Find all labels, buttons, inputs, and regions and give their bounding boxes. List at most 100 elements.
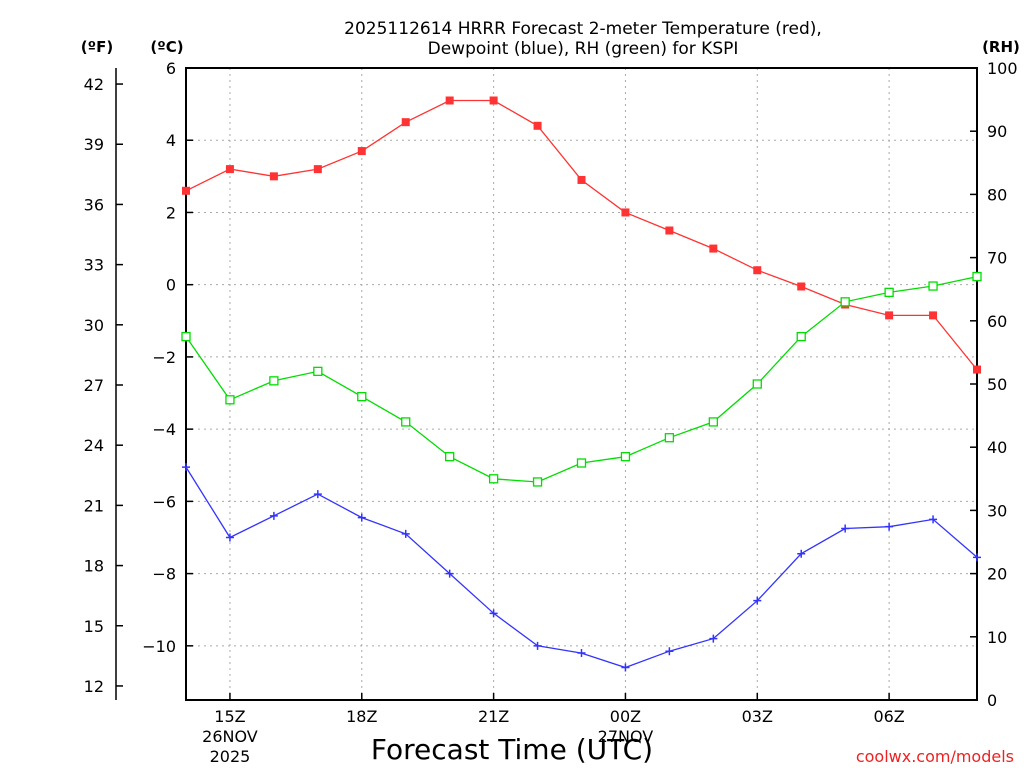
temperature-point	[182, 186, 190, 195]
temperature-point	[665, 226, 674, 235]
series-rh	[181, 271, 982, 487]
celsius-tick-label: 0	[166, 276, 176, 295]
rh-point	[664, 433, 675, 443]
dewpoint-line	[185, 466, 978, 669]
rh-point	[269, 376, 279, 386]
rh-point	[576, 458, 587, 468]
rh-point	[181, 331, 191, 342]
rh-tick-label: 80	[987, 185, 1007, 204]
fahrenheit-tick-label: 24	[84, 436, 104, 455]
rh-unit-label: (RH)	[982, 38, 1020, 56]
dewpoint-point	[709, 634, 718, 643]
fahrenheit-tick-label: 36	[84, 195, 104, 214]
dewpoint-point	[973, 553, 981, 562]
fahrenheit-tick-label: 15	[84, 617, 104, 636]
temperature-point	[797, 282, 806, 291]
dewpoint-point	[357, 513, 366, 522]
rh-point	[532, 477, 543, 487]
celsius-tick-label: −6	[152, 492, 176, 511]
data-series	[181, 96, 982, 672]
celsius-tick-label: −2	[152, 348, 176, 367]
x-tick-label: 00Z	[610, 707, 641, 726]
fahrenheit-tick-label: 27	[84, 376, 104, 395]
fahrenheit-tick-label: 33	[84, 256, 104, 275]
temperature-point	[753, 266, 762, 275]
rh-point	[401, 417, 411, 427]
fahrenheit-tick-label: 42	[84, 75, 104, 94]
temperature-point	[929, 311, 938, 320]
rh-tick-label: 10	[987, 628, 1007, 647]
fahrenheit-tick-label: 30	[84, 316, 104, 335]
celsius-tick-label: 2	[166, 203, 176, 222]
watermark: coolwx.com/models	[856, 747, 1014, 766]
dewpoint-point	[665, 647, 674, 656]
rh-tick-label: 20	[987, 565, 1007, 584]
celsius-unit-label: (ºC)	[150, 38, 183, 56]
rh-point	[445, 452, 455, 462]
rh-point	[488, 474, 499, 484]
dewpoint-point	[841, 524, 850, 533]
x-axis-title: Forecast Time (UTC)	[371, 733, 653, 766]
rh-point	[225, 395, 235, 405]
rh-point	[313, 366, 323, 377]
rh-point	[796, 331, 806, 342]
temperature-point	[313, 165, 322, 174]
celsius-tick-label: −8	[152, 565, 176, 584]
rh-point	[972, 271, 982, 282]
temperature-point	[885, 311, 894, 320]
x-date-label: 26NOV	[202, 727, 258, 746]
celsius-tick-label: 6	[166, 59, 176, 78]
celsius-tick-label: 4	[166, 131, 176, 150]
temperature-point	[225, 165, 234, 174]
celsius-tick-label: −4	[152, 420, 176, 439]
dewpoint-point	[797, 549, 806, 558]
rh-point	[752, 379, 762, 389]
temperature-point	[269, 172, 278, 181]
temperature-point	[709, 244, 718, 253]
dewpoint-point	[269, 511, 278, 520]
rh-tick-label: 100	[987, 59, 1018, 78]
celsius-tick-label: −10	[142, 637, 176, 656]
series-dewpoint	[182, 463, 981, 672]
grid-lines	[186, 67, 977, 700]
axes	[115, 67, 978, 701]
rh-tick-label: 90	[987, 122, 1007, 141]
fahrenheit-tick-label: 12	[84, 677, 104, 696]
plot-frame	[185, 67, 978, 701]
dewpoint-point	[577, 649, 586, 658]
x-tick-label: 21Z	[478, 707, 509, 726]
dewpoint-point	[885, 522, 894, 531]
dewpoint-point	[313, 490, 322, 499]
chart-title-line1: 2025112614 HRRR Forecast 2-meter Tempera…	[344, 19, 822, 39]
dewpoint-point	[621, 663, 630, 672]
dewpoint-point	[445, 569, 454, 578]
dewpoint-point	[929, 515, 938, 524]
dewpoint-point	[401, 529, 410, 538]
rh-tick-label: 70	[987, 249, 1007, 268]
series-temperature	[182, 96, 981, 374]
temperature-line	[185, 99, 978, 371]
temperature-point	[489, 96, 498, 105]
dewpoint-point	[182, 463, 190, 472]
dewpoint-point	[533, 641, 542, 650]
dewpoint-point	[489, 609, 498, 618]
x-tick-label: 06Z	[873, 707, 904, 726]
temperature-point	[621, 208, 630, 217]
dewpoint-point	[225, 533, 234, 542]
rh-tick-label: 40	[987, 438, 1007, 457]
x-date-label: 27NOV	[598, 727, 654, 746]
temperature-point	[577, 175, 586, 184]
fahrenheit-tick-label: 18	[84, 557, 104, 576]
x-tick-label: 15Z	[214, 707, 245, 726]
fahrenheit-unit-label: (ºF)	[81, 38, 113, 56]
fahrenheit-tick-label: 21	[84, 496, 104, 515]
rh-point	[928, 281, 938, 291]
temperature-point	[357, 147, 366, 156]
temperature-point	[533, 121, 542, 130]
rh-point	[357, 391, 367, 402]
rh-tick-label: 60	[987, 312, 1007, 331]
dewpoint-point	[753, 596, 762, 605]
chart-title-line2: Dewpoint (blue), RH (green) for KSPI	[428, 39, 739, 59]
fahrenheit-tick-label: 39	[84, 135, 104, 154]
